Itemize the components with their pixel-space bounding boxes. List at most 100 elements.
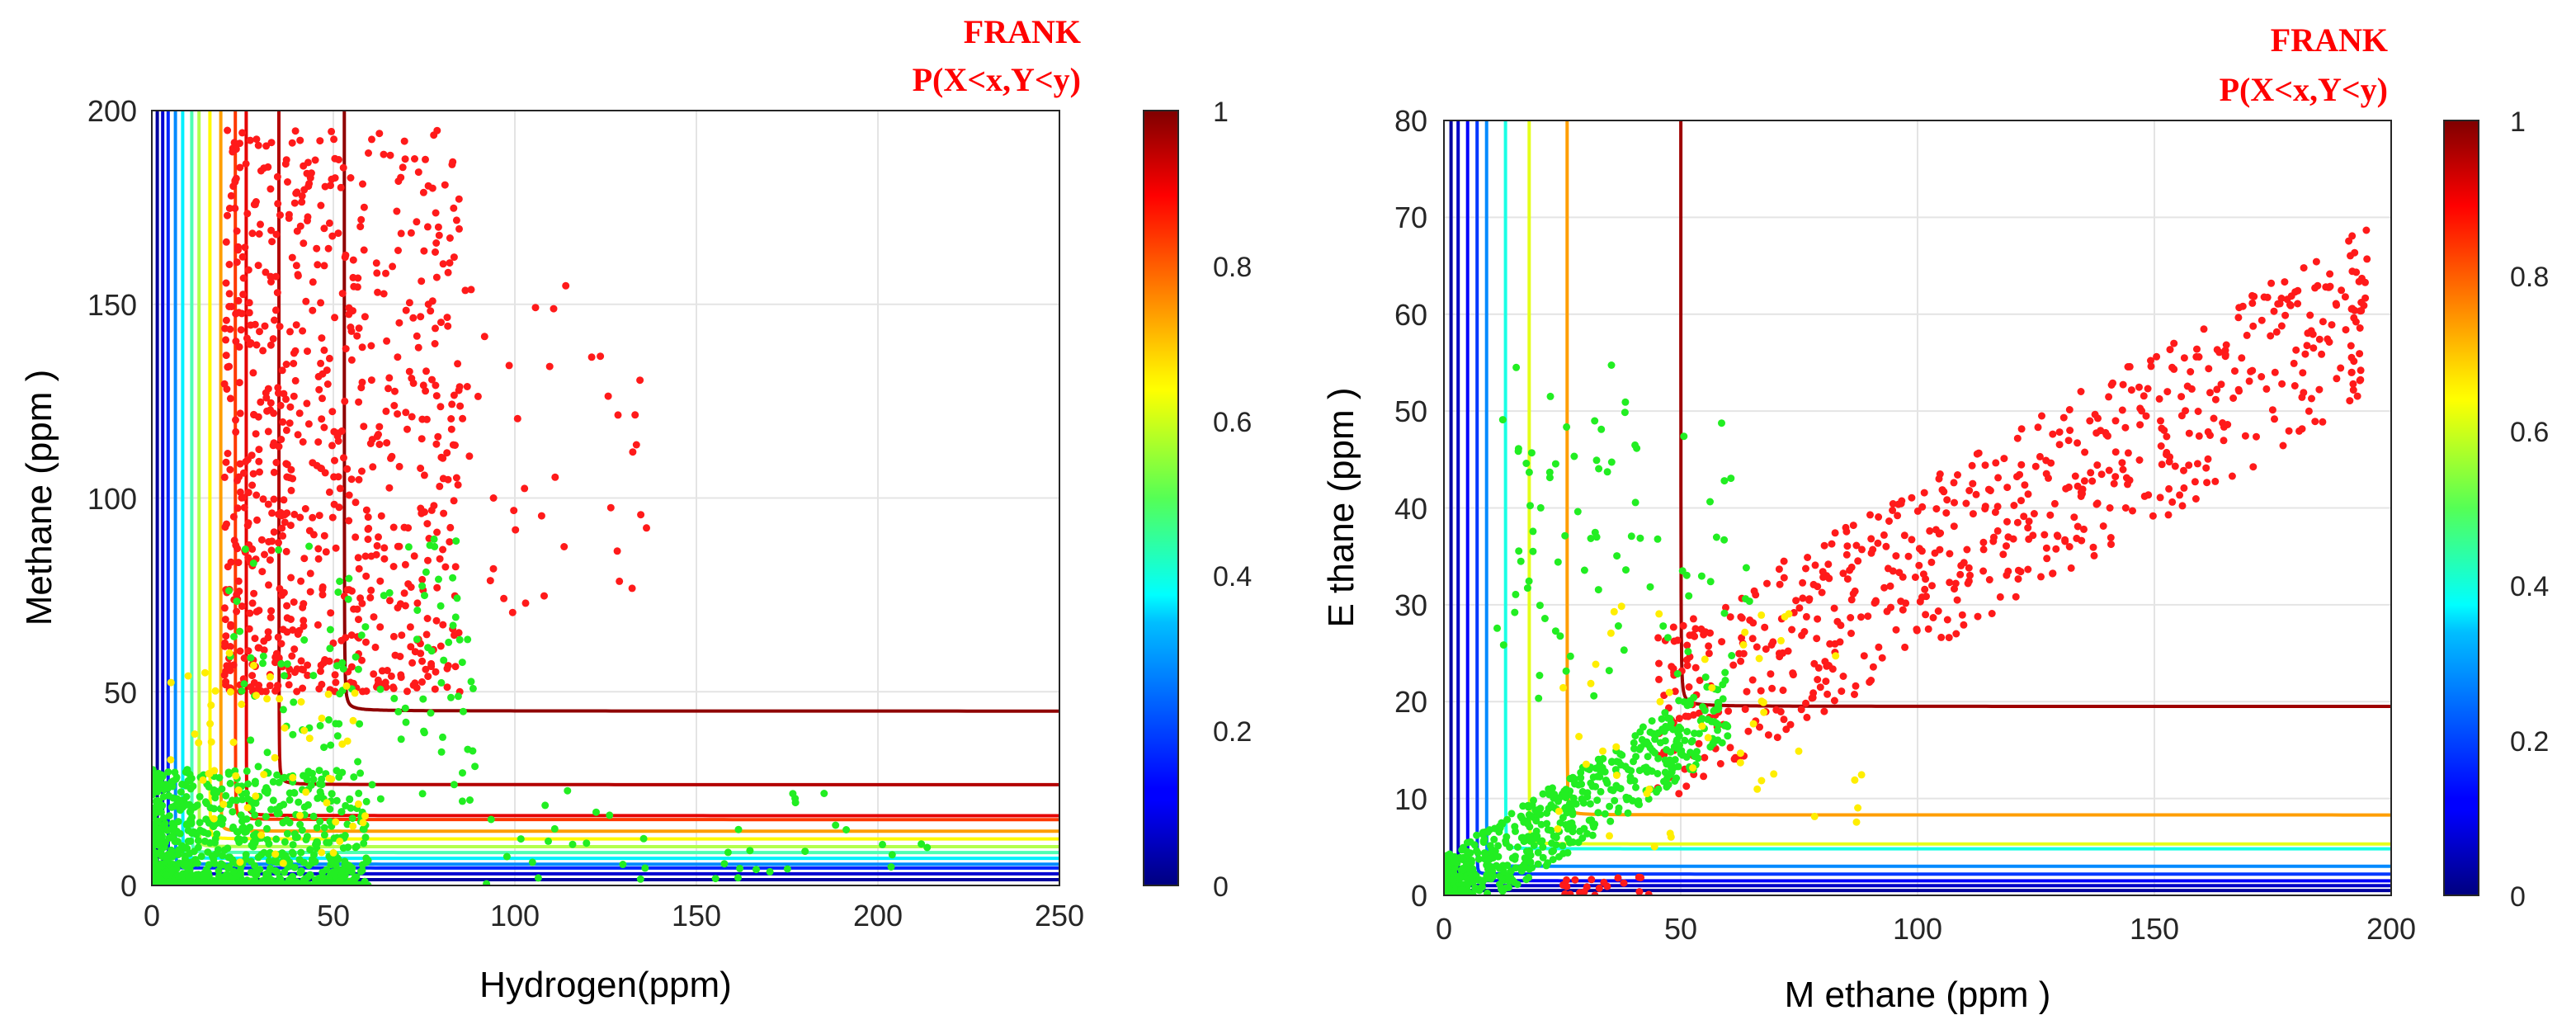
scatter-point bbox=[152, 823, 159, 831]
scatter-point bbox=[385, 588, 394, 597]
scatter-point bbox=[1952, 630, 1960, 638]
scatter-point bbox=[1590, 692, 1598, 700]
scatter-point bbox=[1612, 743, 1621, 751]
scatter-point bbox=[306, 846, 314, 854]
scatter-point bbox=[1552, 833, 1560, 842]
scatter-point bbox=[330, 881, 338, 885]
scatter-point bbox=[255, 682, 263, 689]
scatter-point bbox=[1450, 869, 1458, 877]
scatter-point bbox=[296, 136, 304, 144]
scatter-point bbox=[266, 682, 274, 690]
scatter-point bbox=[226, 394, 234, 403]
scatter-point bbox=[1580, 888, 1588, 895]
scatter-point bbox=[1561, 890, 1569, 895]
scatter-point bbox=[314, 261, 322, 269]
scatter-point bbox=[1575, 733, 1583, 740]
scatter-point bbox=[356, 594, 365, 602]
chart-2-xtick-1: 50 bbox=[1664, 912, 1697, 946]
scatter-point bbox=[287, 465, 295, 474]
scatter-point bbox=[1745, 597, 1753, 606]
scatter-point bbox=[226, 465, 234, 474]
scatter-point bbox=[2170, 339, 2178, 347]
scatter-point bbox=[1597, 425, 1606, 433]
scatter-point bbox=[1661, 709, 1669, 717]
scatter-point bbox=[1539, 790, 1547, 798]
scatter-point bbox=[267, 139, 276, 147]
scatter-point bbox=[1770, 770, 1778, 778]
scatter-point bbox=[1839, 673, 1847, 680]
scatter-point bbox=[317, 667, 324, 675]
scatter-point bbox=[234, 577, 243, 585]
scatter-point bbox=[236, 139, 243, 148]
scatter-point bbox=[2153, 352, 2161, 361]
scatter-point bbox=[311, 156, 319, 164]
scatter-point bbox=[1847, 596, 1856, 604]
scatter-point bbox=[1614, 874, 1622, 882]
scatter-point bbox=[254, 262, 262, 270]
scatter-point bbox=[229, 739, 238, 746]
scatter-point bbox=[452, 474, 460, 482]
scatter-point bbox=[467, 286, 475, 294]
scatter-point bbox=[359, 687, 366, 696]
scatter-point bbox=[229, 148, 237, 156]
scatter-point bbox=[195, 739, 203, 747]
scatter-point bbox=[2157, 417, 2164, 425]
scatter-point bbox=[2111, 417, 2120, 425]
scatter-point bbox=[629, 448, 637, 456]
scatter-point bbox=[2234, 314, 2243, 322]
scatter-point bbox=[1847, 630, 1855, 637]
scatter-point bbox=[2193, 345, 2201, 353]
scatter-point bbox=[2281, 311, 2290, 319]
scatter-point bbox=[1682, 782, 1691, 791]
scatter-point bbox=[1663, 714, 1672, 722]
scatter-point bbox=[294, 630, 302, 638]
scatter-point bbox=[285, 419, 294, 427]
scatter-point bbox=[2292, 346, 2300, 354]
scatter-point bbox=[314, 545, 323, 553]
scatter-point bbox=[1809, 580, 1818, 588]
scatter-point bbox=[251, 635, 259, 643]
scatter-point bbox=[1498, 416, 1507, 424]
scatter-point bbox=[2239, 302, 2247, 310]
scatter-point bbox=[2127, 386, 2135, 394]
scatter-point bbox=[1579, 799, 1588, 807]
scatter-point bbox=[318, 334, 326, 342]
scatter-point bbox=[186, 849, 194, 857]
scatter-point bbox=[322, 548, 330, 556]
scatter-point bbox=[299, 327, 307, 335]
scatter-point bbox=[358, 343, 366, 352]
scatter-point bbox=[2136, 404, 2144, 413]
scatter-point bbox=[418, 575, 427, 583]
scatter-point bbox=[528, 858, 536, 866]
scatter-point bbox=[295, 409, 304, 418]
scatter-point bbox=[2299, 369, 2307, 377]
scatter-point bbox=[359, 819, 367, 827]
scatter-point bbox=[1559, 849, 1567, 857]
scatter-point bbox=[1559, 842, 1567, 850]
scatter-point bbox=[361, 623, 370, 631]
scatter-point bbox=[2202, 464, 2210, 472]
scatter-point bbox=[376, 685, 385, 693]
scatter-point bbox=[309, 769, 316, 777]
scatter-point bbox=[300, 555, 309, 563]
scatter-point bbox=[1889, 507, 1897, 514]
scatter-point bbox=[1594, 586, 1602, 594]
scatter-point bbox=[1867, 549, 1875, 557]
scatter-point bbox=[277, 640, 285, 648]
scatter-point bbox=[347, 804, 355, 812]
scatter-point bbox=[267, 673, 274, 681]
scatter-point bbox=[339, 163, 347, 172]
scatter-point bbox=[430, 131, 438, 139]
scatter-point bbox=[1511, 608, 1519, 616]
scatter-point bbox=[918, 840, 926, 848]
scatter-point bbox=[229, 512, 238, 521]
scatter-point bbox=[2124, 449, 2132, 457]
scatter-point bbox=[2351, 306, 2359, 314]
scatter-point bbox=[2191, 478, 2199, 486]
scatter-point bbox=[1620, 879, 1628, 887]
scatter-point bbox=[281, 672, 288, 680]
scatter-point bbox=[1809, 689, 1818, 697]
scatter-point bbox=[1950, 522, 1958, 531]
scatter-point bbox=[2346, 397, 2354, 405]
scatter-point bbox=[237, 881, 245, 885]
